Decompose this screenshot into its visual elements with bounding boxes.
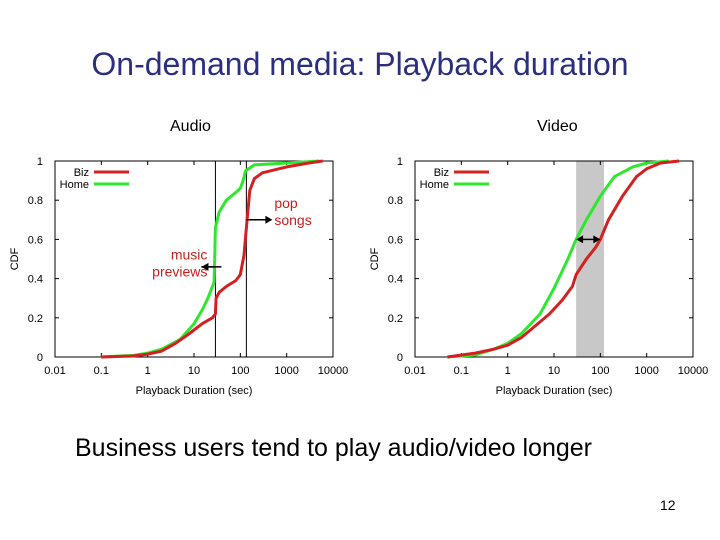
x-tick-label: 1 — [505, 365, 511, 377]
annotation-music-previews: music — [171, 247, 208, 263]
x-tick-label: 100 — [591, 365, 609, 377]
slide-title: On-demand media: Playback duration — [91, 46, 629, 82]
y-tick-label: 0.2 — [28, 313, 43, 325]
x-tick-label: 0.01 — [44, 365, 65, 377]
series-line-home — [447, 159, 669, 359]
audio-panel-title: Audio — [170, 118, 211, 135]
y-tick-label: 0.4 — [28, 274, 43, 286]
legend-label-biz: Biz — [74, 167, 89, 179]
y-tick-label: 1 — [37, 156, 43, 168]
x-tick-label: 10000 — [318, 365, 349, 377]
x-axis-label: Playback Duration (sec) — [136, 385, 253, 397]
arrow-head — [576, 235, 584, 244]
legend-label-home: Home — [60, 179, 89, 191]
conclusion-text: Business users tend to play audio/video … — [75, 434, 592, 462]
x-tick-label: 1000 — [634, 365, 658, 377]
y-axis-label: CDF — [9, 247, 21, 270]
annotation-pop-songs: pop — [274, 195, 298, 211]
x-axis-label: Playback Duration (sec) — [496, 385, 613, 397]
annotation-music-previews: previews — [152, 264, 207, 280]
arrow-head — [593, 235, 601, 244]
x-tick-label: 1000 — [274, 365, 298, 377]
page-number: 12 — [660, 497, 676, 513]
x-tick-label: 10 — [548, 365, 560, 377]
series-line-biz — [101, 159, 323, 359]
video-panel-title: Video — [537, 118, 578, 135]
y-tick-label: 0 — [37, 352, 43, 364]
x-tick-label: 0.1 — [94, 365, 109, 377]
x-tick-label: 1 — [145, 365, 151, 377]
legend-label-biz: Biz — [434, 167, 449, 179]
x-tick-label: 0.01 — [404, 365, 425, 377]
x-tick-label: 10000 — [678, 365, 709, 377]
arrow-head — [265, 215, 273, 224]
y-tick-label: 0.8 — [388, 195, 403, 207]
video-cdf-chart: 0.01 0.1 1 10 100 1000 10000 0 0.2 0.4 0.6 0.8 1 Play… — [369, 156, 709, 397]
y-tick-label: 0.6 — [388, 234, 403, 246]
series-line-home — [101, 159, 320, 359]
y-tick-label: 0 — [397, 352, 403, 364]
y-tick-label: 0.8 — [28, 195, 43, 207]
annotation-pop-songs: songs — [274, 212, 311, 228]
plot-frame — [414, 160, 694, 358]
legend-label-home: Home — [420, 179, 449, 191]
y-axis-label: CDF — [369, 247, 381, 270]
series-line-biz — [447, 159, 680, 359]
y-tick-label: 1 — [397, 156, 403, 168]
x-tick-label: 10 — [188, 365, 200, 377]
x-tick-label: 0.1 — [454, 365, 469, 377]
y-tick-label: 0.6 — [28, 234, 43, 246]
y-tick-label: 0.4 — [388, 274, 403, 286]
y-tick-label: 0.2 — [388, 313, 403, 325]
x-tick-label: 100 — [231, 365, 249, 377]
shaded-band — [576, 161, 605, 357]
audio-cdf-chart: 0.01 0.1 1 10 100 1000 10000 0 0.2 0.4 0.6 0.8 1 Play… — [9, 156, 349, 397]
